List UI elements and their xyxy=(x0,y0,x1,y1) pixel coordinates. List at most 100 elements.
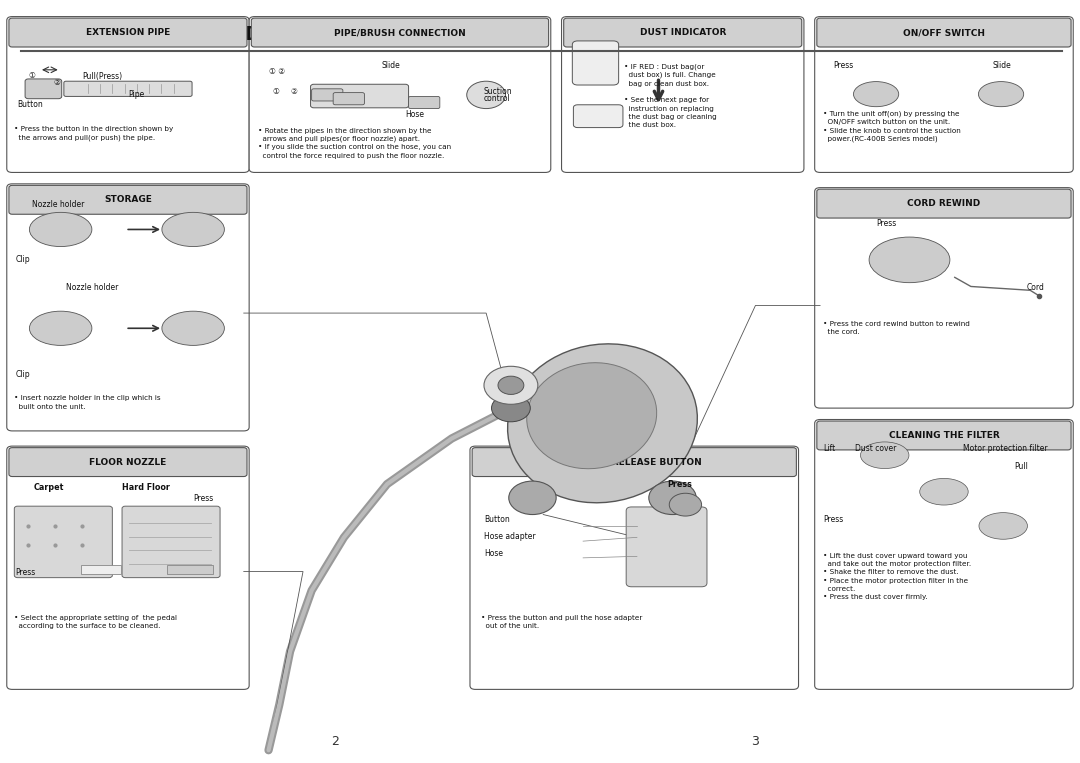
Text: • If you slide the suction control on the hose, you can: • If you slide the suction control on th… xyxy=(258,144,450,150)
Text: Press: Press xyxy=(15,568,36,577)
Text: Button: Button xyxy=(484,516,510,524)
FancyBboxPatch shape xyxy=(472,448,796,477)
Text: the arrows and pull(or push) the pipe.: the arrows and pull(or push) the pipe. xyxy=(14,134,156,140)
Text: the cord.: the cord. xyxy=(823,329,860,335)
FancyBboxPatch shape xyxy=(311,84,408,108)
Ellipse shape xyxy=(853,82,899,107)
Text: • Slide the knob to control the suction: • Slide the knob to control the suction xyxy=(823,127,961,134)
Text: Press: Press xyxy=(823,516,843,524)
Text: Nozzle holder: Nozzle holder xyxy=(66,283,119,291)
FancyBboxPatch shape xyxy=(25,79,62,98)
Text: Nozzle holder: Nozzle holder xyxy=(31,200,84,209)
Text: • Press the dust cover firmly.: • Press the dust cover firmly. xyxy=(823,594,928,600)
Ellipse shape xyxy=(29,212,92,246)
Text: PIPE/BRUSH CONNECTION: PIPE/BRUSH CONNECTION xyxy=(334,28,465,37)
Text: • Turn the unit off(on) by pressing the: • Turn the unit off(on) by pressing the xyxy=(823,111,960,117)
Circle shape xyxy=(670,493,702,516)
Text: 2: 2 xyxy=(332,735,339,748)
FancyBboxPatch shape xyxy=(562,17,804,172)
Text: • Rotate the pipes in the direction shown by the: • Rotate the pipes in the direction show… xyxy=(258,127,431,134)
Circle shape xyxy=(484,366,538,404)
Text: according to the surface to be cleaned.: according to the surface to be cleaned. xyxy=(14,623,161,629)
Text: ②: ② xyxy=(291,87,297,95)
Text: STORAGE: STORAGE xyxy=(104,195,152,204)
Text: and take out the motor protection filter.: and take out the motor protection filter… xyxy=(823,561,971,567)
Text: Carpet: Carpet xyxy=(33,483,64,491)
Ellipse shape xyxy=(978,513,1027,539)
Ellipse shape xyxy=(978,82,1024,107)
Text: Hose: Hose xyxy=(405,110,424,119)
Text: Clip: Clip xyxy=(15,370,30,379)
FancyBboxPatch shape xyxy=(408,96,440,108)
Text: Clip: Clip xyxy=(15,255,30,264)
Text: Hose adapter: Hose adapter xyxy=(484,532,536,541)
Ellipse shape xyxy=(162,311,225,346)
Text: • IF RED : Dust bag(or: • IF RED : Dust bag(or xyxy=(624,63,704,69)
Text: Suction: Suction xyxy=(484,87,513,95)
FancyBboxPatch shape xyxy=(122,506,220,578)
Text: Press: Press xyxy=(667,481,692,489)
Text: HANDLE RELEASE BUTTON: HANDLE RELEASE BUTTON xyxy=(567,458,702,467)
Text: Press: Press xyxy=(193,494,214,503)
FancyBboxPatch shape xyxy=(333,92,364,105)
FancyBboxPatch shape xyxy=(814,420,1074,690)
FancyBboxPatch shape xyxy=(9,18,247,47)
Circle shape xyxy=(491,394,530,422)
Text: ON/OFF SWITCH: ON/OFF SWITCH xyxy=(903,28,985,37)
Text: FLOOR NOZZLE: FLOOR NOZZLE xyxy=(90,458,166,467)
Text: Hard Floor: Hard Floor xyxy=(122,483,170,491)
FancyBboxPatch shape xyxy=(64,81,192,96)
Text: control the force required to push the floor nozzle.: control the force required to push the f… xyxy=(258,153,444,159)
FancyBboxPatch shape xyxy=(470,446,798,690)
Text: dust box) is full. Change: dust box) is full. Change xyxy=(624,72,716,78)
Text: ①: ① xyxy=(273,87,280,95)
Text: the dust bag or cleaning: the dust bag or cleaning xyxy=(624,114,717,120)
Circle shape xyxy=(509,481,556,514)
FancyBboxPatch shape xyxy=(312,89,342,101)
Text: • Press the button in the direction shown by: • Press the button in the direction show… xyxy=(14,126,174,132)
Text: ②: ② xyxy=(53,79,60,87)
Text: Slide: Slide xyxy=(381,61,401,69)
Text: Motor protection filter: Motor protection filter xyxy=(963,444,1048,453)
Text: Pipe: Pipe xyxy=(129,90,145,98)
FancyBboxPatch shape xyxy=(816,189,1071,218)
Text: • Select the appropriate setting of  the pedal: • Select the appropriate setting of the … xyxy=(14,615,177,621)
FancyBboxPatch shape xyxy=(814,188,1074,408)
Ellipse shape xyxy=(861,442,909,468)
Text: Cord: Cord xyxy=(1027,283,1044,291)
FancyBboxPatch shape xyxy=(14,506,112,578)
Ellipse shape xyxy=(920,478,968,505)
Text: • Place the motor protection filter in the: • Place the motor protection filter in t… xyxy=(823,578,969,584)
Text: Dust cover: Dust cover xyxy=(854,444,896,453)
Circle shape xyxy=(649,481,697,514)
FancyBboxPatch shape xyxy=(6,446,249,690)
Text: power.(RC-400B Series model): power.(RC-400B Series model) xyxy=(823,136,937,142)
Text: arrows and pull pipes(or floor nozzle) apart.: arrows and pull pipes(or floor nozzle) a… xyxy=(258,136,420,142)
Text: control: control xyxy=(484,95,511,103)
FancyBboxPatch shape xyxy=(816,18,1071,47)
FancyBboxPatch shape xyxy=(816,421,1071,450)
Text: bag or clean dust box.: bag or clean dust box. xyxy=(624,81,710,86)
Ellipse shape xyxy=(527,362,657,468)
FancyBboxPatch shape xyxy=(573,105,623,127)
Text: • See the next page for: • See the next page for xyxy=(624,97,710,103)
Text: • Lift the dust cover upward toward you: • Lift the dust cover upward toward you xyxy=(823,552,968,559)
Text: Press: Press xyxy=(833,61,853,69)
Text: Hose: Hose xyxy=(484,549,503,558)
FancyBboxPatch shape xyxy=(564,18,801,47)
FancyBboxPatch shape xyxy=(814,17,1074,172)
Text: ①: ① xyxy=(28,71,36,79)
Text: the dust box.: the dust box. xyxy=(624,122,676,128)
FancyBboxPatch shape xyxy=(81,565,121,574)
Text: built onto the unit.: built onto the unit. xyxy=(14,404,86,410)
Ellipse shape xyxy=(508,344,698,503)
Text: instruction on replacing: instruction on replacing xyxy=(624,105,714,111)
Ellipse shape xyxy=(869,237,950,282)
Text: Pull: Pull xyxy=(1014,462,1028,472)
FancyBboxPatch shape xyxy=(252,18,549,47)
Text: Lift: Lift xyxy=(823,444,836,453)
Text: ON/OFF switch button on the unit.: ON/OFF switch button on the unit. xyxy=(823,119,950,125)
Text: • Shake the filter to remove the dust.: • Shake the filter to remove the dust. xyxy=(823,569,959,575)
Circle shape xyxy=(467,81,505,108)
Text: • Insert nozzle holder in the clip which is: • Insert nozzle holder in the clip which… xyxy=(14,395,161,401)
